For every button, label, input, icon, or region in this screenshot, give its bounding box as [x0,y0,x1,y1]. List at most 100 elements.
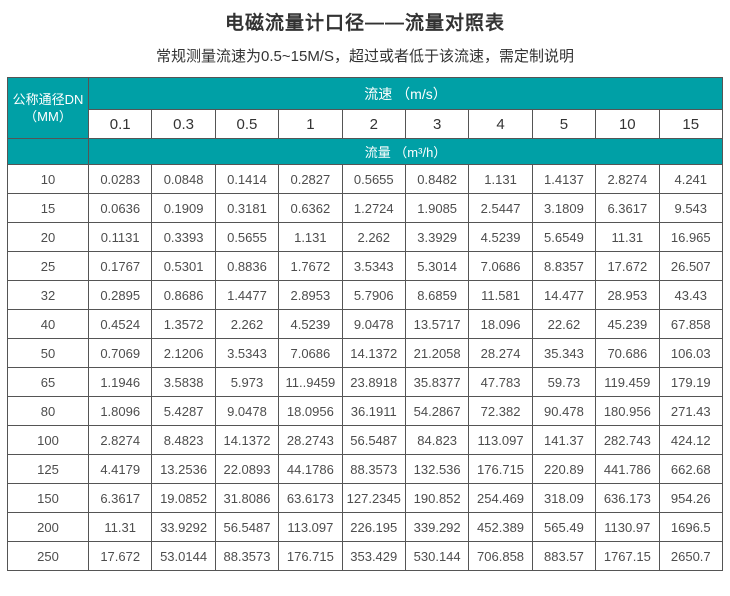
corner-header-cell: 公称通径DN （MM） [7,77,89,139]
dn-cell: 50 [7,338,89,368]
flow-value-cell: 954.26 [658,483,724,513]
empty-corner-cell [7,138,89,165]
velocity-value-cell: 2 [341,109,406,139]
flow-value-cell: 59.73 [531,367,597,397]
flow-value-cell: 88.3573 [214,541,280,571]
flow-value-cell: 113.097 [468,425,533,455]
flow-value-cell: 254.469 [468,483,533,513]
flow-value-cell: 11.31 [595,222,660,252]
dn-cell: 150 [7,483,89,513]
flow-span-header: 流量 （m³/h） [88,138,723,165]
flow-value-cell: 5.4287 [151,396,216,426]
flow-value-cell: 2.8953 [278,280,343,310]
flow-value-cell: 0.1131 [87,222,153,252]
flow-value-cell: 11.31 [87,512,153,542]
flow-value-cell: 5.6549 [531,222,597,252]
flow-value-cell: 19.0852 [151,483,216,513]
flow-value-cell: 72.382 [468,396,533,426]
flow-value-cell: 23.8918 [341,367,406,397]
flow-value-cell: 21.2058 [404,338,470,368]
flow-value-cell: 2.262 [214,309,280,339]
flow-value-cell: 1696.5 [658,512,724,542]
velocity-values-row: 0.1 0.3 0.5 1 2 3 4 5 10 15 [8,109,724,139]
flow-header-row: 流量 （m³/h） [7,138,723,165]
flow-value-cell: 353.429 [341,541,406,571]
flow-value-cell: 113.097 [278,512,343,542]
flow-value-cell: 9.0478 [214,396,280,426]
flow-value-cell: 18.096 [468,309,533,339]
page-title: 电磁流量计口径——流量对照表 [224,13,505,34]
flow-value-cell: 2.1206 [151,338,216,368]
flow-value-cell: 0.2827 [278,164,343,194]
dn-cell: 20 [7,222,89,252]
flow-value-cell: 282.743 [595,425,660,455]
flow-value-cell: 5.973 [214,367,280,397]
flow-value-cell: 2.8274 [595,164,660,194]
flow-value-cell: 35.343 [531,338,597,368]
flow-value-cell: 4.241 [658,164,724,194]
flow-value-cell: 1.1946 [87,367,153,397]
flow-value-cell: 883.57 [531,541,597,571]
table-row: 80 1.8096 5.4287 9.0478 18.0956 36.1911 54.286… [7,396,724,426]
flow-value-cell: 1.3572 [151,309,216,339]
flow-value-cell: 530.144 [404,541,470,571]
flow-value-cell: 28.274 [468,338,533,368]
table-body: 10 0.0283 0.0848 0.1414 0.2827 0.5655 0.8482 1.… [7,164,724,571]
flow-value-cell: 106.03 [658,338,724,368]
flow-value-cell: 84.823 [404,425,470,455]
flow-value-cell: 17.672 [595,251,660,281]
flow-value-cell: 5.7906 [341,280,406,310]
flow-value-cell: 0.5301 [151,251,216,281]
flow-value-cell: 88.3573 [341,454,406,484]
flow-value-cell: 14.477 [531,280,597,310]
flow-value-cell: 1767.15 [595,541,660,571]
flow-value-cell: 0.4524 [87,309,153,339]
flow-value-cell: 3.1809 [531,193,597,223]
flow-value-cell: 190.852 [404,483,470,513]
dn-cell: 40 [7,309,89,339]
flow-value-cell: 13.5717 [404,309,470,339]
velocity-value-cell: 10 [595,109,660,139]
flow-value-cell: 28.2743 [278,425,343,455]
flow-value-cell: 0.7069 [87,338,153,368]
flow-value-cell: 54.2867 [404,396,470,426]
flow-value-cell: 56.5487 [341,425,406,455]
dn-cell: 125 [7,454,89,484]
table-row: 125 4.4179 13.2536 22.0893 44.1786 88.3573 132… [7,454,724,484]
flow-value-cell: 127.2345 [341,483,406,513]
flow-value-cell: 3.3929 [404,222,470,252]
flow-value-cell: 22.0893 [214,454,280,484]
flow-value-cell: 53.0144 [151,541,216,571]
velocity-header-row: 公称通径DN （MM） 流速 （m/s） [7,77,723,139]
flow-value-cell: 28.953 [595,280,660,310]
flow-value-cell: 0.2895 [87,280,153,310]
corner-header-line1: 公称通径DN [12,92,84,107]
flow-value-cell: 2.8274 [87,425,153,455]
flow-value-cell: 0.5655 [214,222,280,252]
table-row: 50 0.7069 2.1206 3.5343 7.0686 14.1372 21.2058… [7,338,724,368]
flow-value-cell: 0.8686 [151,280,216,310]
flow-value-cell: 4.4179 [87,454,153,484]
flow-value-cell: 1.131 [278,222,343,252]
flow-value-cell: 5.3014 [404,251,470,281]
flow-value-cell: 119.459 [595,367,660,397]
flow-value-cell: 0.1909 [151,193,216,223]
table-row: 25 0.1767 0.5301 0.8836 1.7672 3.5343 5.3014 7.… [7,251,724,281]
flow-value-cell: 3.5343 [214,338,280,368]
flow-value-cell: 63.6173 [278,483,343,513]
flow-value-cell: 18.0956 [278,396,343,426]
flow-value-cell: 45.239 [595,309,660,339]
velocity-value-cell: 4 [468,109,533,139]
flow-value-cell: 0.6362 [278,193,343,223]
flow-value-cell: 44.1786 [278,454,343,484]
flow-value-cell: 6.3617 [595,193,660,223]
flow-value-cell: 662.68 [658,454,724,484]
flow-value-cell: 706.858 [468,541,533,571]
flow-value-cell: 2650.7 [658,541,724,571]
flow-value-cell: 0.1767 [87,251,153,281]
velocity-span-header: 流速 （m/s） [88,77,723,110]
dn-cell: 80 [7,396,89,426]
flow-value-cell: 13.2536 [151,454,216,484]
table-row: 20 0.1131 0.3393 0.5655 1.131 2.262 3.3929 4.52… [7,222,724,252]
table-row: 65 1.1946 3.5838 5.973 11..9459 23.8918 35.837… [7,367,724,397]
